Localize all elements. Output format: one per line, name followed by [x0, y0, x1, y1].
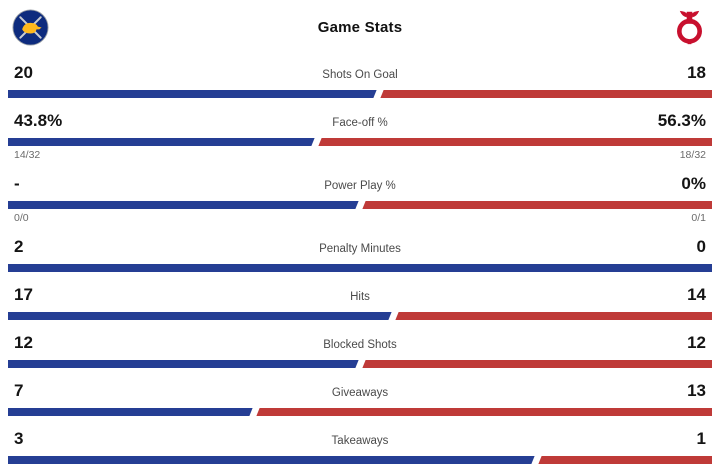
- home-bar-segment: [8, 456, 536, 464]
- home-bar-segment: [8, 360, 360, 368]
- stat-label: Power Play %: [324, 180, 396, 192]
- away-value: 13: [687, 381, 706, 400]
- stat-value-line: 20 Shots On Goal 18: [0, 63, 720, 83]
- away-value: 0: [696, 237, 706, 256]
- away-bar-segment: [316, 138, 712, 146]
- stats-list: 20 Shots On Goal 18 43.8% Face-off % 56.…: [0, 50, 720, 465]
- away-bar-segment: [360, 201, 712, 209]
- stat-value-line: 7 Giveaways 13: [0, 381, 720, 401]
- stat-row: 3 Takeaways 1: [0, 416, 720, 465]
- sabres-logo-icon: [12, 9, 49, 46]
- stat-row: - Power Play % 0% 0/0 0/1: [0, 161, 720, 224]
- stat-row: 17 Hits 14: [0, 272, 720, 321]
- home-value: -: [14, 174, 20, 193]
- home-bar-segment: [8, 201, 360, 209]
- stat-comparison-bar: [8, 455, 712, 465]
- stat-row: 2 Penalty Minutes 0: [0, 224, 720, 272]
- stat-row: 20 Shots On Goal 18: [0, 50, 720, 99]
- home-bar-segment: [8, 264, 712, 272]
- stat-comparison-bar: [8, 264, 712, 272]
- home-bar-segment: [8, 90, 379, 98]
- home-bar-segment: [8, 138, 317, 146]
- home-value: 20: [14, 63, 33, 82]
- away-value: 18: [687, 63, 706, 82]
- home-value: 2: [14, 237, 24, 256]
- stat-label: Shots On Goal: [322, 69, 398, 81]
- away-bar-segment: [378, 90, 712, 98]
- stat-value-line: 3 Takeaways 1: [0, 429, 720, 449]
- home-value: 12: [14, 333, 33, 352]
- home-value: 3: [14, 429, 24, 448]
- away-value: 1: [696, 429, 706, 448]
- away-sub-value: 0/1: [691, 212, 706, 224]
- home-sub-value: 14/32: [14, 149, 41, 161]
- home-team-logo: [12, 9, 49, 46]
- away-bar-segment: [254, 408, 712, 416]
- stat-comparison-bar: [8, 407, 712, 417]
- away-bar-segment: [536, 456, 712, 464]
- stat-label: Penalty Minutes: [319, 243, 401, 255]
- stat-row: 12 Blocked Shots 12: [0, 320, 720, 369]
- stat-value-line: - Power Play % 0%: [0, 174, 720, 194]
- devils-logo-icon: [676, 10, 702, 45]
- stat-label: Hits: [350, 291, 370, 303]
- stat-comparison-bar: [8, 311, 712, 321]
- stat-comparison-bar: [8, 359, 712, 369]
- stat-value-line: 17 Hits 14: [0, 285, 720, 305]
- stat-sub-line: 0/0 0/1: [0, 209, 720, 224]
- page-title: Game Stats: [317, 19, 403, 36]
- home-value: 43.8%: [14, 111, 63, 130]
- stat-value-line: 2 Penalty Minutes 0: [0, 237, 720, 257]
- away-bar-segment: [360, 360, 712, 368]
- home-bar-segment: [8, 312, 394, 320]
- stat-row: 43.8% Face-off % 56.3% 14/32 18/32: [0, 98, 720, 161]
- away-value: 12: [687, 333, 706, 352]
- stat-sub-line: 14/32 18/32: [0, 146, 720, 161]
- stat-label: Blocked Shots: [323, 339, 397, 351]
- away-bar-segment: [393, 312, 712, 320]
- home-bar-segment: [8, 408, 255, 416]
- away-value: 0%: [681, 174, 706, 193]
- stat-comparison-bar: [8, 89, 712, 99]
- stat-value-line: 12 Blocked Shots 12: [0, 333, 720, 353]
- stat-label: Giveaways: [331, 387, 389, 399]
- stat-comparison-bar: [8, 200, 712, 210]
- away-sub-value: 18/32: [679, 149, 706, 161]
- home-value: 17: [14, 285, 33, 304]
- stat-value-line: 43.8% Face-off % 56.3%: [0, 111, 720, 131]
- game-stats-header: Game Stats: [0, 0, 720, 50]
- stat-comparison-bar: [8, 137, 712, 147]
- home-sub-value: 0/0: [14, 212, 29, 224]
- home-value: 7: [14, 381, 24, 400]
- stat-row: 7 Giveaways 13: [0, 368, 720, 417]
- away-value: 14: [687, 285, 706, 304]
- away-value: 56.3%: [657, 111, 706, 130]
- stat-label: Face-off %: [332, 117, 388, 129]
- stat-label: Takeaways: [331, 435, 389, 447]
- away-team-logo: [671, 9, 708, 46]
